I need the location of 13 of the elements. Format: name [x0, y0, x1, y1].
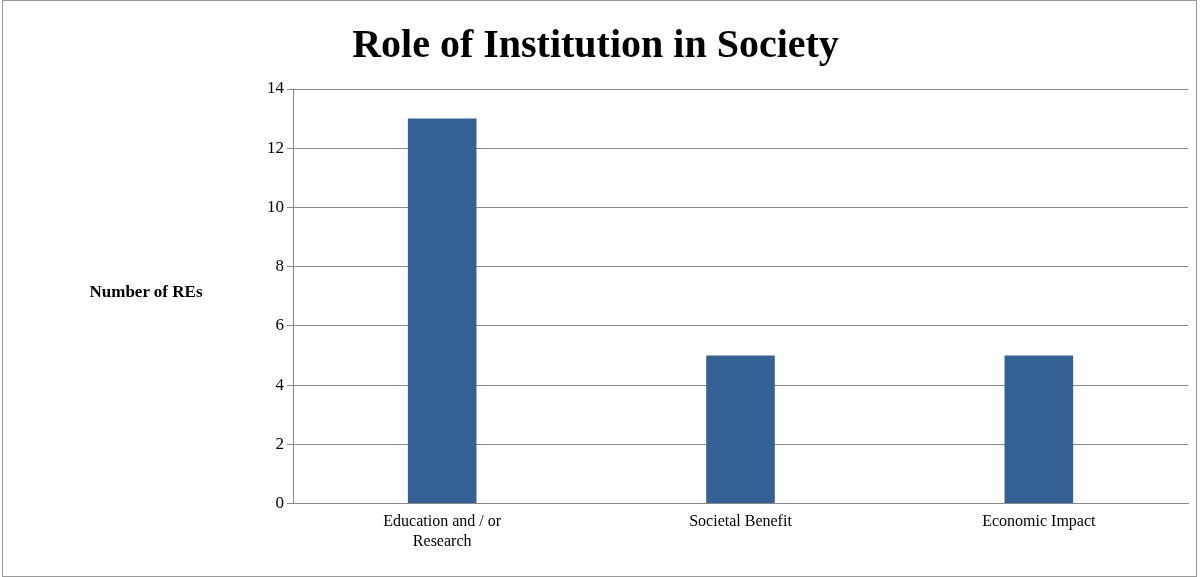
x-tick-label: Societal Benefit	[689, 512, 793, 530]
y-axis-title: Number of REs	[89, 281, 203, 301]
y-tick-label: 4	[275, 374, 285, 394]
y-tick-label: 14	[267, 78, 285, 98]
chart-title: Role of Institution in Society	[352, 21, 839, 67]
y-tick-label: 10	[267, 196, 284, 216]
y-tick-label: 6	[275, 315, 284, 335]
y-tick-label: 0	[275, 493, 284, 513]
x-tick-label: Economic Impact	[982, 512, 1097, 531]
y-tick-label: 2	[275, 433, 284, 453]
y-tick-label: 8	[275, 256, 284, 276]
x-tick-label: Education and / or Research	[383, 512, 502, 549]
y-tick-label: 12	[267, 137, 284, 157]
